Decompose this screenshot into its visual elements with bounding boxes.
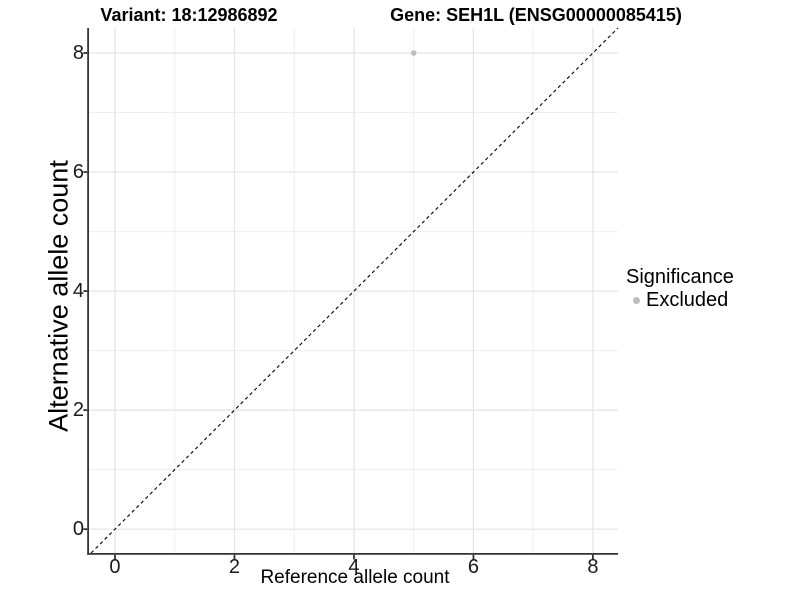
y-tick-label: 4 — [72, 280, 84, 303]
excluded-point-icon — [633, 296, 640, 304]
x-tick-label: 2 — [228, 556, 241, 578]
x-tick-label: 8 — [587, 556, 599, 578]
x-tick-label: 6 — [467, 556, 479, 578]
x-tick-label: 0 — [109, 556, 121, 578]
legend: Significance Excluded — [626, 266, 734, 311]
identity-line — [90, 27, 619, 554]
legend-entry-label: Excluded — [646, 289, 729, 311]
y-tick-label: 8 — [72, 42, 84, 64]
x-tick-label: 4 — [348, 556, 360, 578]
variant-title: Variant: 18:12986892 — [100, 5, 278, 25]
legend-entry-excluded: Excluded — [626, 289, 734, 311]
gene-title: Gene: SEH1L (ENSG00000085415) — [390, 5, 682, 25]
y-tick-label: 6 — [72, 161, 84, 184]
y-tick-label: 2 — [72, 399, 84, 422]
y-tick-label: 0 — [72, 518, 84, 541]
plot-panel — [83, 27, 619, 560]
data-point — [410, 50, 417, 56]
legend-title: Significance — [626, 266, 734, 288]
x-axis-title: Reference allele count — [260, 567, 450, 588]
